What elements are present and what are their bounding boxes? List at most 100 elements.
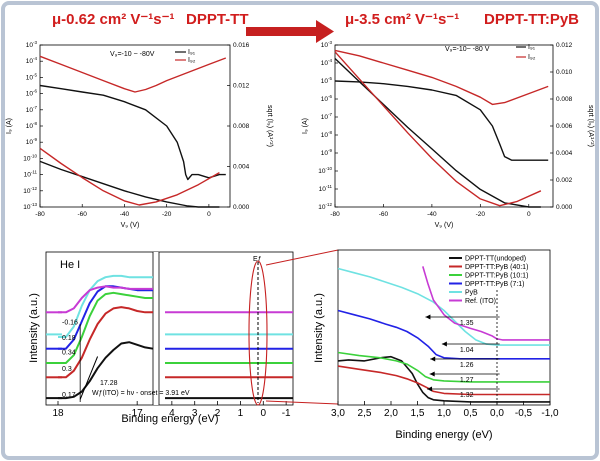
x-axis-label: Binding energy (eV) xyxy=(121,413,218,425)
tr-x-tick-label: -20 xyxy=(476,211,486,218)
bl-x-tick-label: 18 xyxy=(52,408,64,419)
bl-cutoff-label: 0.34 xyxy=(62,349,76,356)
tr-y-tick-label: 10-11 xyxy=(319,184,333,193)
tl-curve-red-sqrt xyxy=(39,147,220,206)
transition-arrow-icon xyxy=(246,20,334,43)
transfer-plot-right: -80 -60 -40 -20 0 10-3 10-4 10-5 10-6 10-7 10-8 10-… xyxy=(302,40,594,229)
bl-x-tick-label: 3 xyxy=(192,408,198,419)
br-legend-label: Ref. (ITO) xyxy=(465,298,496,305)
br-legend-label: DPPT-TT(undoped) xyxy=(465,256,526,263)
br-x-tick-label: 0,5 xyxy=(464,408,478,419)
bl-cutoff-curve-black xyxy=(58,341,154,400)
bl-cutoff-curve-magenta xyxy=(58,285,153,314)
tr-x-tick-label: -80 xyxy=(330,211,340,218)
cutoff-labels: -0.16 0.18 0.34 0.3 0.17 xyxy=(62,319,78,399)
tl-y-tick-label: 10-9 xyxy=(26,137,38,146)
curves xyxy=(39,55,227,208)
br-x-tick-label: 2,5 xyxy=(358,408,372,419)
material-label-left: DPPT-TT xyxy=(186,11,249,28)
work-function-label: Wƒ(ITO) = hν - onset = 3.91 eV xyxy=(92,390,190,397)
tr-x-tick-label: -40 xyxy=(427,211,437,218)
bl-x-tick-label: 2 xyxy=(215,408,221,419)
br-legend-label: DPPT-TT:PyB (10:1) xyxy=(465,273,528,280)
tl-x-tick-label: -20 xyxy=(162,211,172,218)
br-onset-label: 1.04 xyxy=(460,347,474,354)
tl-curve-black-sqrt xyxy=(39,160,220,208)
x-axis-label: Binding energy (eV) xyxy=(395,429,492,441)
br-curve-green xyxy=(337,351,550,383)
mobility-label-right: μ-3.5 cm² V⁻¹s⁻¹ xyxy=(345,11,459,28)
br-onset-label: 1.35 xyxy=(460,320,474,327)
br-onset-arrowhead xyxy=(430,356,436,362)
tl-y-tick-label: 10-7 xyxy=(26,105,38,114)
tl-yr-tick-label: 0.000 xyxy=(233,204,250,211)
y-right-axis-label: sqrt (I₉) (A¹ᐟ²) xyxy=(266,105,273,147)
axis-ticks: 18 17 4 3 2 1 0 -1 xyxy=(52,401,291,419)
curves xyxy=(46,274,293,402)
tl-y-tick-label: 10-4 xyxy=(26,56,38,65)
legend-label-1: I₉₁ xyxy=(188,49,196,56)
y-axis-label: Intensity (a.u.) xyxy=(28,293,40,363)
tr-y-tick-label: 10-4 xyxy=(321,58,333,67)
bl-cutoff-label: 0.17 xyxy=(62,392,76,399)
tl-y-tick-label: 10-8 xyxy=(26,121,38,130)
y-axis-label: I₉ (A) xyxy=(6,118,13,134)
ups-plot-left: 18 17 4 3 2 1 0 -1 He I -0.16 0.18 0.34 0.3 0.17 17… xyxy=(28,251,294,425)
br-x-tick-label: -0,5 xyxy=(515,408,533,419)
br-onset-arrowhead xyxy=(441,341,447,347)
bl-cutoff-curve-green xyxy=(58,291,153,364)
x-axis-label: V₉ (V) xyxy=(435,222,454,229)
bl-cutoff-curve-red xyxy=(58,306,153,379)
onset-value: 17.28 xyxy=(100,380,118,387)
tr-curve-red-log xyxy=(334,49,549,106)
tr-x-tick-label: -60 xyxy=(379,211,389,218)
br-curve-black xyxy=(337,355,550,403)
br-onset-arrowhead xyxy=(425,314,431,320)
tr-y-tick-label: 10-5 xyxy=(321,76,333,85)
tl-y-tick-label: 10-10 xyxy=(23,153,37,162)
tl-x-tick-label: -60 xyxy=(78,211,88,218)
tl-yr-tick-label: 0.016 xyxy=(233,42,250,49)
bl-x-tick-label: -1 xyxy=(282,408,291,419)
x-axis-label: V₉ (V) xyxy=(121,222,140,229)
legend: I₉₁ I₉₂ xyxy=(516,44,536,61)
material-label-right: DPPT-TT:PyB xyxy=(484,11,579,28)
bl-x-tick-label: 4 xyxy=(169,408,175,419)
axis-ticks: 3,0 2,5 2,0 1,5 1,0 0,5 0,0 -0,5 -1,0 xyxy=(331,401,559,419)
br-x-tick-label: 1,0 xyxy=(437,408,451,419)
legend-label-2: I₉₂ xyxy=(188,57,196,64)
tr-y-tick-label: 10-12 xyxy=(318,202,332,211)
zoom-connector-top xyxy=(265,249,339,266)
tr-y-tick-label: 10-6 xyxy=(321,94,333,103)
tl-curve-black-log xyxy=(39,84,226,181)
panel-label: He I xyxy=(60,259,80,271)
fermi-level-label: Eƒ xyxy=(253,256,262,263)
axis-ticks: -80 -60 -40 -20 0 10-3 10-4 10-5 10-6 10-7 10-8 10-… xyxy=(23,40,249,218)
tr-curve-red-sqrt xyxy=(334,51,542,207)
y-axis-label: I₉ (A) xyxy=(302,118,309,134)
legend-label-1: I₉₁ xyxy=(528,44,536,51)
br-curve-magenta xyxy=(422,266,550,341)
tr-y-tick-label: 10-7 xyxy=(321,112,333,121)
bl-cutoff-label: -0.16 xyxy=(62,319,78,326)
onset-labels: 1.35 1.04 1.26 1.27 1.32 xyxy=(425,290,500,405)
br-x-tick-label: 2,0 xyxy=(384,408,398,419)
bl-cutoff-curve-cyan xyxy=(58,274,153,338)
tl-curve-red-log xyxy=(39,55,227,93)
bl-x-tick-label: 0 xyxy=(261,408,267,419)
tr-yr-tick-label: 0.006 xyxy=(556,123,573,130)
axis-break-gap xyxy=(153,252,159,405)
tr-y-tick-label: 10-3 xyxy=(321,40,333,49)
tl-yr-tick-label: 0.008 xyxy=(233,123,250,130)
vg-range-label: V₉=-10~ -80 V xyxy=(445,46,490,53)
br-x-tick-label: 0,0 xyxy=(490,408,504,419)
br-legend-label: PyB xyxy=(465,290,478,297)
bl-x-tick-label: 1 xyxy=(238,408,244,419)
tr-x-tick-label: 0 xyxy=(527,211,531,218)
mobility-label-left: μ-0.62 cm² V⁻¹s⁻¹ xyxy=(52,11,175,28)
tr-y-tick-label: 10-8 xyxy=(321,130,333,139)
plot-frame xyxy=(45,251,294,406)
tl-y-tick-label: 10-13 xyxy=(23,202,37,211)
br-onset-arrowhead xyxy=(429,371,435,377)
tl-yr-tick-label: 0.012 xyxy=(233,83,250,90)
